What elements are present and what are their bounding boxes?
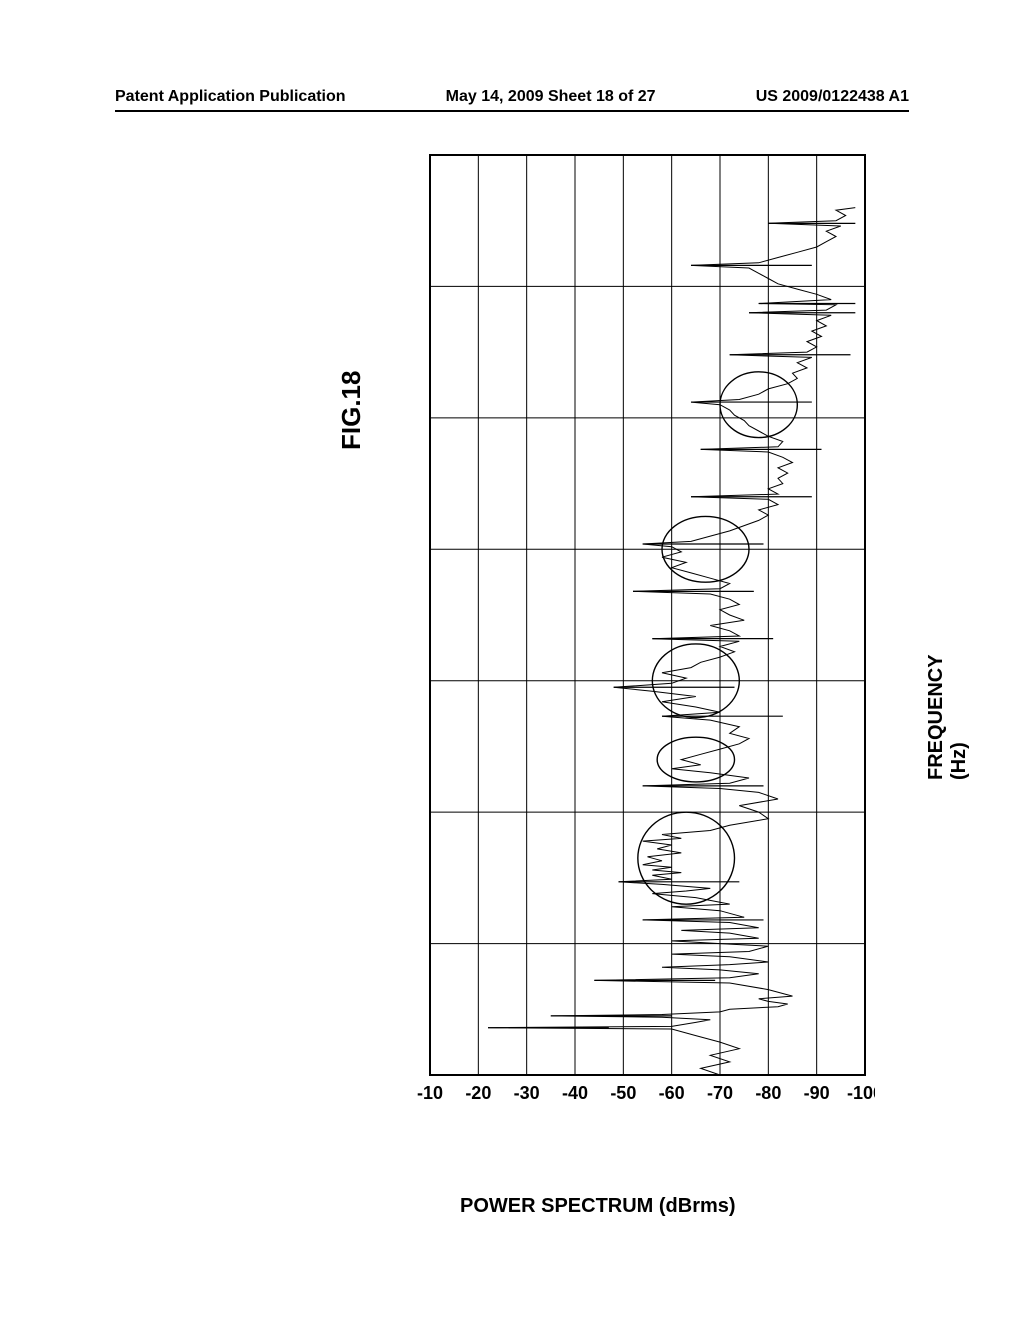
y-tick-label: -50 xyxy=(610,1083,636,1103)
y-tick-label: -30 xyxy=(514,1083,540,1103)
y-tick-label: -100 xyxy=(847,1083,875,1103)
header-center: May 14, 2009 Sheet 18 of 27 xyxy=(446,88,656,106)
y-tick-label: -40 xyxy=(562,1083,588,1103)
y-axis-title: POWER SPECTRUM (dBrms) xyxy=(460,1195,736,1218)
y-tick-label: -70 xyxy=(707,1083,733,1103)
header-left: Patent Application Publication xyxy=(115,88,346,106)
y-tick-label: -60 xyxy=(659,1083,685,1103)
page-header: Patent Application Publication May 14, 2… xyxy=(115,88,909,112)
spectrum-chart: -10-20-30-40-50-60-70-80-90-100010002000… xyxy=(375,145,875,1125)
header-right: US 2009/0122438 A1 xyxy=(756,88,909,106)
chart-svg: -10-20-30-40-50-60-70-80-90-100010002000… xyxy=(375,145,875,1125)
x-axis-title: FREQUENCY (Hz) xyxy=(925,655,971,780)
y-tick-label: -20 xyxy=(465,1083,491,1103)
figure-title: FIG.18 xyxy=(336,371,367,450)
y-tick-label: -90 xyxy=(804,1083,830,1103)
y-tick-label: -80 xyxy=(755,1083,781,1103)
y-tick-label: -10 xyxy=(417,1083,443,1103)
